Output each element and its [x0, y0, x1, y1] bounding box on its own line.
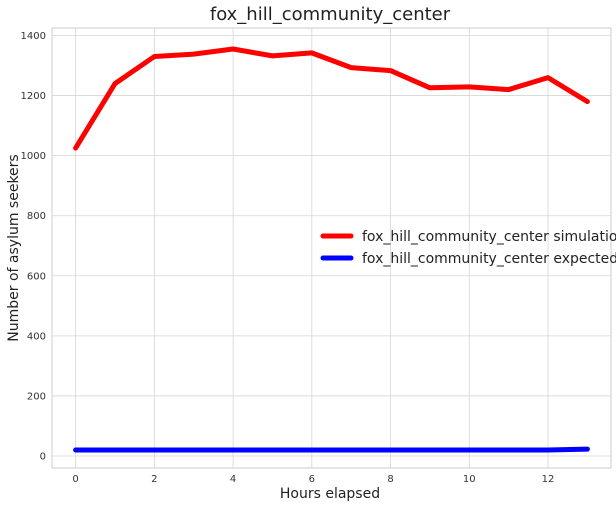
legend-label: fox_hill_community_center expected: [362, 251, 616, 267]
x-tick-label: 8: [387, 474, 393, 485]
y-tick-label: 400: [27, 331, 46, 342]
y-tick-label: 600: [27, 271, 46, 282]
x-tick-label: 6: [309, 474, 315, 485]
legend: fox_hill_community_center simulation fox_…: [320, 229, 616, 267]
series-line-expected: [73, 446, 590, 453]
x-tick-label: 10: [463, 474, 476, 485]
x-tick-label: 4: [230, 474, 236, 485]
y-tick-label: 1400: [21, 31, 46, 42]
y-axis-label: Number of asylum seekers: [6, 154, 22, 341]
legend-label: fox_hill_community_center simulation: [362, 229, 616, 245]
y-tick-label: 800: [27, 211, 46, 222]
plot-frame: [51, 27, 612, 469]
x-tick-label: 0: [72, 474, 78, 485]
series-lines: [73, 46, 590, 453]
x-axis-label: Hours elapsed: [280, 486, 380, 502]
y-tick-label: 0: [40, 451, 46, 462]
y-tick-label: 200: [27, 391, 46, 402]
y-tick-label: 1000: [21, 151, 46, 162]
y-tick-label: 1200: [21, 91, 46, 102]
series-line-simulation: [73, 46, 590, 151]
chart-title: fox_hill_community_center: [210, 4, 451, 25]
x-axis-ticks: 0 2 4 6 8 10 12: [72, 474, 554, 485]
y-axis-ticks: 0 200 400 600 800 1000 1200 1400: [21, 31, 46, 462]
x-tick-label: 12: [542, 474, 555, 485]
x-tick-label: 2: [151, 474, 157, 485]
grid-lines: [52, 28, 611, 468]
